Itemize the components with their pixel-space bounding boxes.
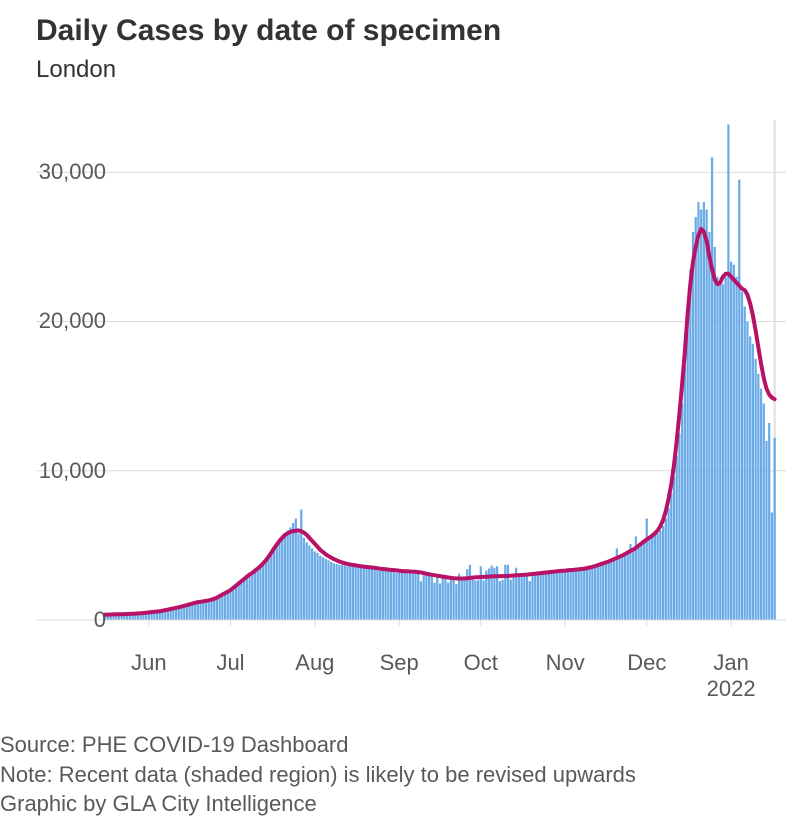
chart-subtitle: London <box>36 56 116 84</box>
footnote-note: Note: Recent data (shaded region) is lik… <box>0 760 636 790</box>
chart-figure: Daily Cases by date of specimen London 0… <box>0 0 805 821</box>
chart-plot-area: 010,00020,00030,000JunJulAugSepOctNovDec… <box>36 110 786 640</box>
x-axis-tick-label: Jun <box>131 650 166 676</box>
chart-title: Daily Cases by date of specimen <box>36 14 501 48</box>
chart-footnotes: Source: PHE COVID-19 Dashboard Note: Rec… <box>0 730 636 819</box>
x-axis-tick-label: Dec <box>627 650 666 676</box>
footnote-graphic: Graphic by GLA City Intelligence <box>0 789 636 819</box>
x-axis-tick-label: Sep <box>380 650 419 676</box>
x-axis-tick-label: Oct <box>464 650 498 676</box>
x-axis-tick-label: Nov <box>546 650 585 676</box>
chart-svg <box>36 110 786 640</box>
x-axis-tick-label: Jul <box>216 650 244 676</box>
footnote-source: Source: PHE COVID-19 Dashboard <box>0 730 636 760</box>
y-axis-tick-label: 10,000 <box>16 458 106 484</box>
y-axis-tick-label: 20,000 <box>16 308 106 334</box>
y-axis-tick-label: 30,000 <box>16 159 106 185</box>
x-axis-tick-label: Aug <box>295 650 334 676</box>
y-axis-tick-label: 0 <box>16 607 106 633</box>
x-axis-year-label: 2022 <box>707 676 756 702</box>
x-axis-tick-label: Jan <box>713 650 748 676</box>
